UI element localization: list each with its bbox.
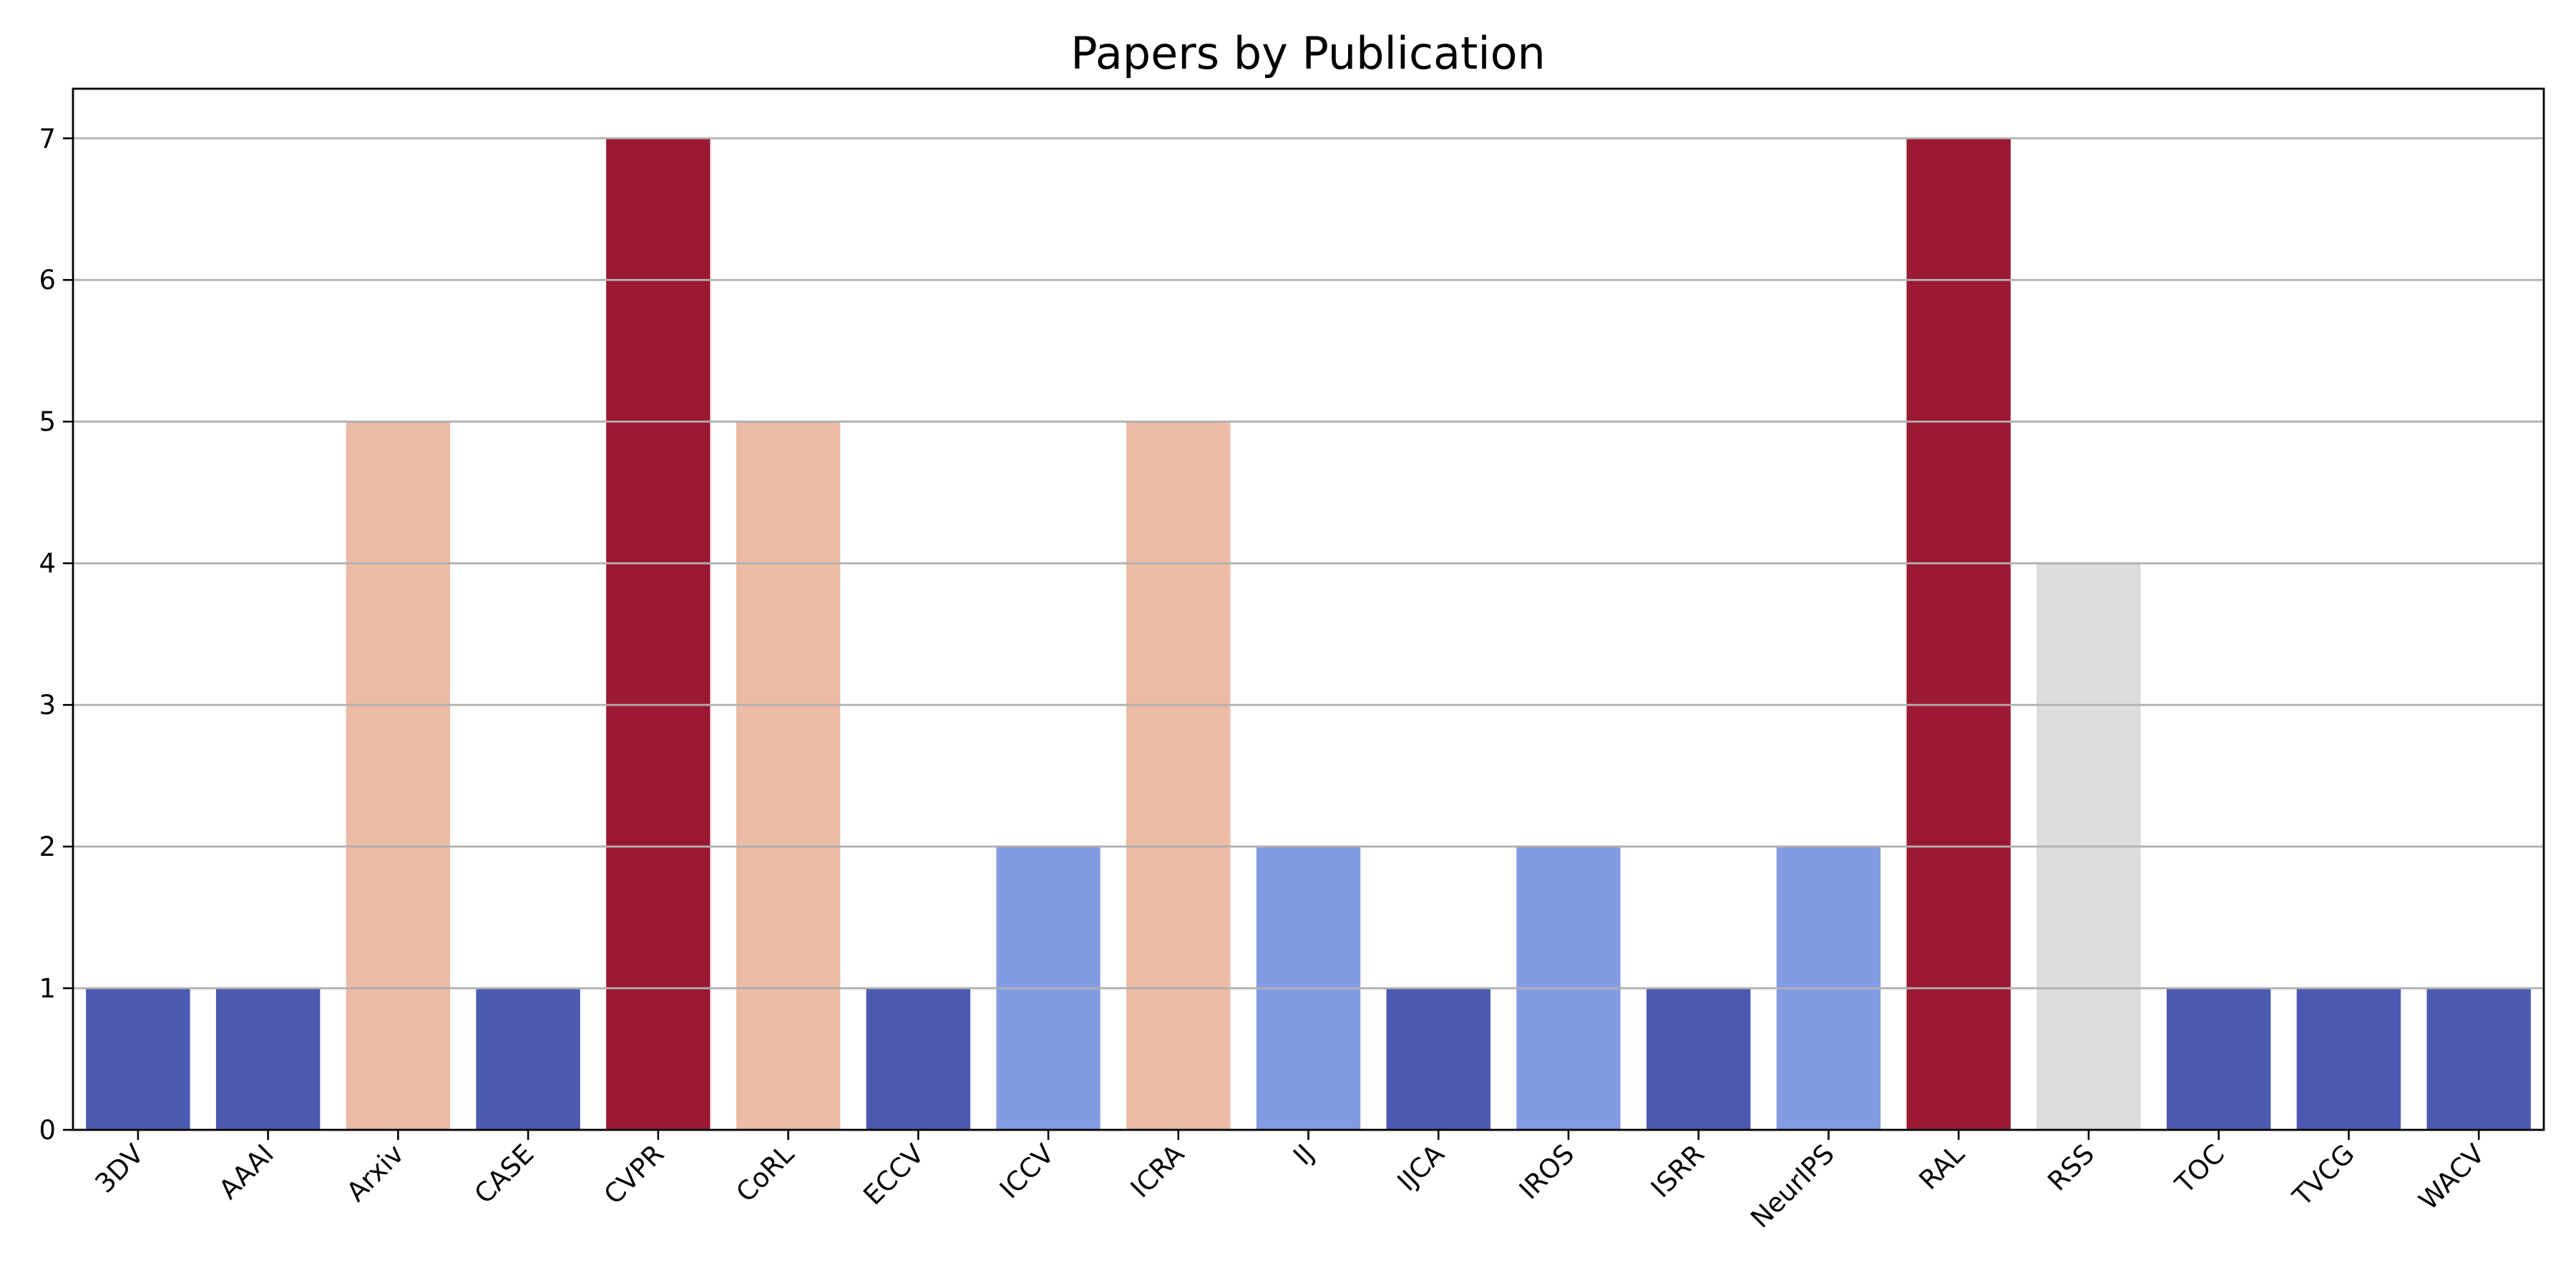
plot-frame bbox=[72, 87, 2545, 1131]
bar-aaai bbox=[215, 988, 321, 1130]
chart-title: Papers by Publication bbox=[1070, 27, 1546, 79]
bar-eccv bbox=[866, 988, 970, 1130]
bar-case bbox=[476, 988, 580, 1130]
y-tick-label: 0 bbox=[39, 1115, 56, 1146]
y-tick-label: 7 bbox=[39, 123, 56, 154]
bar-corl bbox=[736, 421, 841, 1130]
bar-ijca bbox=[1386, 988, 1491, 1130]
bar-arxiv bbox=[346, 421, 451, 1130]
bar-toc bbox=[2166, 988, 2271, 1130]
bar-cvpr bbox=[606, 138, 711, 1130]
y-tick-label: 1 bbox=[39, 973, 56, 1004]
bar-isrr bbox=[1646, 988, 1751, 1130]
bar-icra bbox=[1126, 421, 1231, 1130]
bar-wacv bbox=[2426, 988, 2531, 1130]
y-tick-label: 3 bbox=[39, 690, 56, 721]
y-axis: 0 1 2 3 4 5 6 7 bbox=[39, 123, 73, 1146]
y-tick-label: 6 bbox=[39, 265, 56, 296]
bar-ral bbox=[1906, 138, 2011, 1130]
y-tick-label: 4 bbox=[39, 548, 56, 579]
y-tick-label: 2 bbox=[39, 831, 56, 862]
bar-3dv bbox=[86, 988, 190, 1130]
bar-tvcg bbox=[2296, 988, 2401, 1130]
y-tick-label: 5 bbox=[39, 406, 56, 437]
